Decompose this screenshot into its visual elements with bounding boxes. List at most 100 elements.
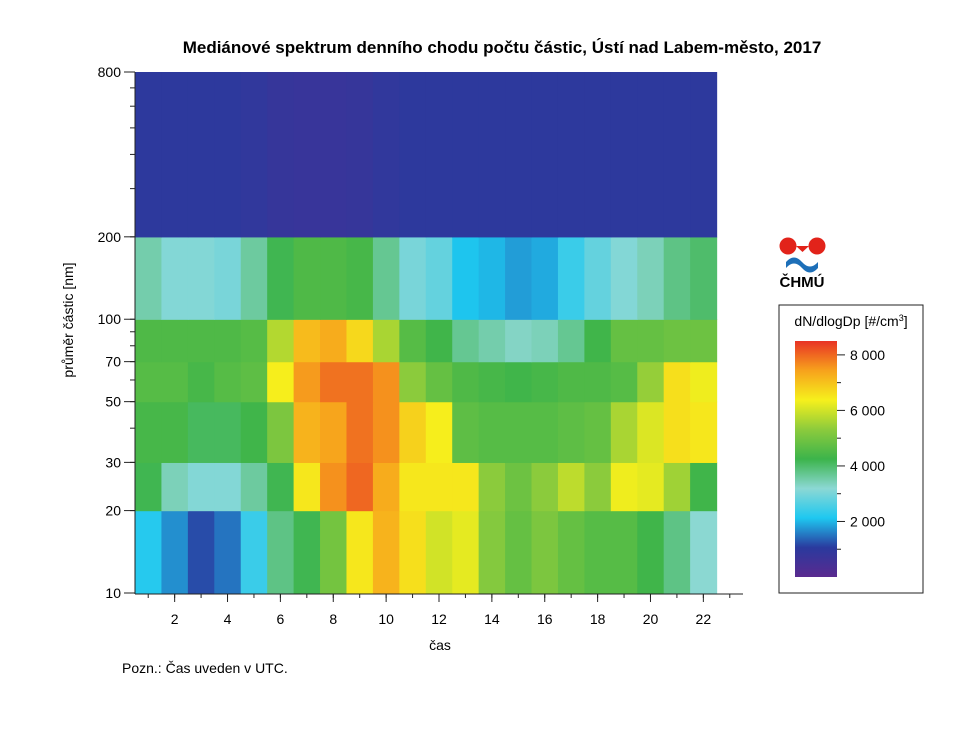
heatmap-cell <box>214 319 242 363</box>
x-tick-label: 6 <box>276 611 284 627</box>
heatmap-cell <box>293 319 321 363</box>
heatmap-cell <box>610 510 638 594</box>
heatmap-cell <box>425 510 453 594</box>
heatmap-cell <box>135 319 163 363</box>
heatmap-cell <box>557 361 585 403</box>
heatmap-cell <box>214 462 242 512</box>
heatmap-cell <box>293 361 321 403</box>
heatmap-cell <box>161 361 189 403</box>
heatmap-cell <box>346 510 374 594</box>
heatmap-cell <box>690 510 718 594</box>
heatmap-cell <box>135 462 163 512</box>
heatmap-cell <box>372 462 400 512</box>
heatmap-cell <box>346 236 374 320</box>
heatmap-cell <box>531 510 559 594</box>
y-tick-label: 30 <box>105 454 121 470</box>
legend-title: dN/dlogDp [#/cm3] <box>794 313 907 329</box>
heatmap-cell <box>637 462 665 512</box>
heatmap-cell <box>425 319 453 363</box>
heatmap-cell <box>452 72 480 238</box>
heatmap-cell <box>478 319 506 363</box>
heatmap-cell <box>372 319 400 363</box>
heatmap-cell <box>452 319 480 363</box>
y-tick-label: 50 <box>105 394 121 410</box>
heatmap-cell <box>320 401 348 463</box>
colorbar-legend: dN/dlogDp [#/cm3] 2 000 4 000 6 000 8 000 <box>778 304 924 594</box>
heatmap-cell <box>584 510 612 594</box>
footnote: Pozn.: Čas uveden v UTC. <box>122 660 288 676</box>
heatmap-cell <box>663 462 691 512</box>
heatmap-cell <box>187 462 215 512</box>
logo-red-wedge <box>796 246 809 252</box>
heatmap-cell <box>187 361 215 403</box>
heatmap-cell <box>425 72 453 238</box>
heatmap-cell <box>584 401 612 463</box>
heatmap-cell <box>505 462 533 512</box>
heatmap-cell <box>240 361 268 403</box>
chart-title: Mediánové spektrum denního chodu počtu č… <box>183 38 822 57</box>
heatmap-cell <box>267 361 295 403</box>
heatmap-cell <box>584 361 612 403</box>
heatmap-cell <box>267 401 295 463</box>
heatmap-cell <box>293 510 321 594</box>
heatmap-cell <box>505 236 533 320</box>
heatmap-cell <box>187 401 215 463</box>
heatmap-cell <box>557 72 585 238</box>
heatmap-cell <box>320 361 348 403</box>
heatmap-cell <box>187 510 215 594</box>
heatmap-cell <box>399 510 427 594</box>
heatmap-cells <box>135 72 718 594</box>
heatmap-cell <box>161 401 189 463</box>
x-tick-label: 20 <box>643 611 659 627</box>
heatmap-cell <box>531 236 559 320</box>
heatmap-cell <box>267 510 295 594</box>
heatmap-cell <box>637 361 665 403</box>
axes: 2 4 6 8 10 12 14 16 18 20 22 10 20 30 50 70 100 200 800 <box>98 64 743 627</box>
y-tick-label: 20 <box>105 503 121 519</box>
colorbar-tick-label: 8 000 <box>850 347 885 363</box>
heatmap-cell <box>425 236 453 320</box>
heatmap-cell <box>610 72 638 238</box>
heatmap-cell <box>161 72 189 238</box>
heatmap-cell <box>478 401 506 463</box>
heatmap-cell <box>240 236 268 320</box>
x-tick-label: 10 <box>378 611 394 627</box>
y-tick-label: 200 <box>98 229 122 245</box>
heatmap-cell <box>478 72 506 238</box>
colorbar-tick-label: 4 000 <box>850 458 885 474</box>
heatmap-cell <box>690 72 718 238</box>
heatmap-cell <box>663 319 691 363</box>
heatmap-cell <box>690 319 718 363</box>
heatmap-cell <box>663 72 691 238</box>
heatmap-cell <box>240 72 268 238</box>
x-axis-label: čas <box>429 637 451 653</box>
logo-red-circle-right <box>808 237 826 255</box>
heatmap-cell <box>320 236 348 320</box>
heatmap-cell <box>399 236 427 320</box>
y-axis-label: průměr částic [nm] <box>60 262 76 377</box>
heatmap-cell <box>187 319 215 363</box>
heatmap-cell <box>610 462 638 512</box>
heatmap-cell <box>320 462 348 512</box>
y-tick-label: 800 <box>98 64 122 80</box>
colorbar-ticks: 2 000 4 000 6 000 8 000 <box>837 347 885 550</box>
heatmap-cell <box>610 361 638 403</box>
heatmap-cell <box>267 462 295 512</box>
heatmap-cell <box>214 72 242 238</box>
heatmap-cell <box>293 462 321 512</box>
heatmap-cell <box>505 401 533 463</box>
heatmap-cell <box>346 361 374 403</box>
heatmap-cell <box>584 462 612 512</box>
heatmap-cell <box>135 510 163 594</box>
logo-red-circle-left <box>779 237 797 255</box>
heatmap-cell <box>399 401 427 463</box>
heatmap-cell <box>293 236 321 320</box>
heatmap-cell <box>267 72 295 238</box>
heatmap-cell <box>346 401 374 463</box>
heatmap-cell <box>267 236 295 320</box>
heatmap-cell <box>161 462 189 512</box>
heatmap-cell <box>690 361 718 403</box>
heatmap-cell <box>452 361 480 403</box>
heatmap-cell <box>135 361 163 403</box>
heatmap-cell <box>346 462 374 512</box>
